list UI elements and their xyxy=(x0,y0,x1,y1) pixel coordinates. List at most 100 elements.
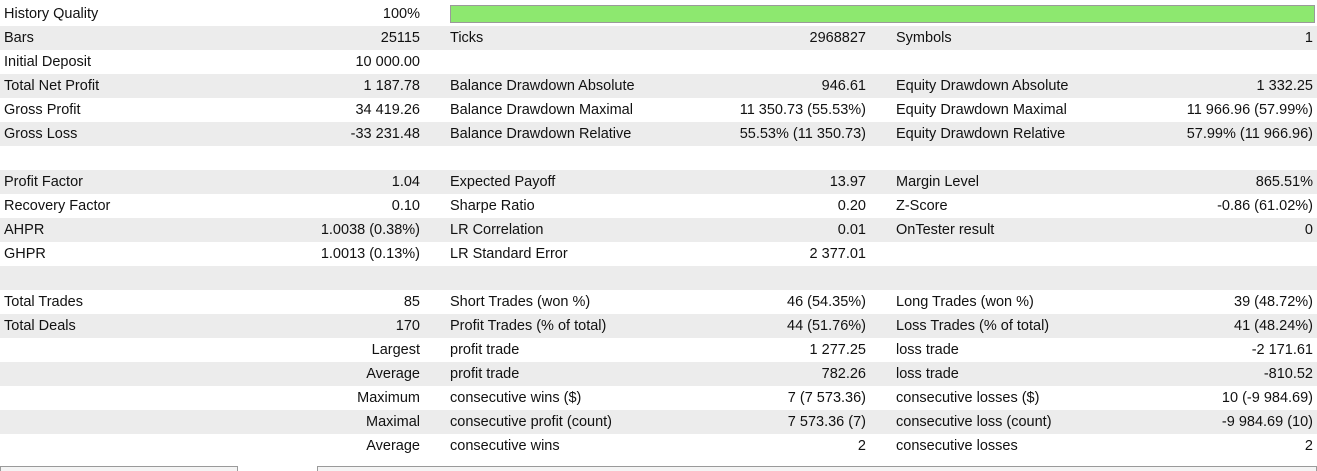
stat-label: Z-Score xyxy=(896,198,948,214)
stat-label: OnTester result xyxy=(896,222,995,238)
stat-group-label: Maximal xyxy=(366,414,420,430)
stat-value: 46 (54.35%) xyxy=(787,294,866,310)
stat-value: -33 231.48 xyxy=(350,126,420,142)
stat-label: Bars xyxy=(4,30,34,46)
history-quality-value: 100% xyxy=(382,6,420,22)
stat-label: Total Net Profit xyxy=(4,78,100,94)
stat-label: Loss Trades (% of total) xyxy=(896,318,1050,334)
stat-value: -2 171.61 xyxy=(1251,342,1313,358)
history-quality-bar xyxy=(422,2,1317,26)
stat-value: 85 xyxy=(403,294,420,310)
stat-value: 1 187.78 xyxy=(363,78,420,94)
stat-value: -0.86 (61.02%) xyxy=(1217,198,1313,214)
spacer-row xyxy=(0,266,1317,290)
history-quality-bar-fill xyxy=(451,6,1314,22)
stat-label xyxy=(0,386,200,410)
stat-value: 1 xyxy=(1304,30,1313,46)
stat-value: 0.01 xyxy=(837,222,866,238)
stat-value: 2968827 xyxy=(809,30,866,46)
stat-value xyxy=(644,50,868,74)
stat-label: Equity Drawdown Absolute xyxy=(896,78,1069,94)
stat-value: 39 (48.72%) xyxy=(1234,294,1313,310)
stat-label: Symbols xyxy=(896,30,952,46)
stat-label: LR Correlation xyxy=(450,222,544,238)
stat-label: Margin Level xyxy=(896,174,980,190)
stat-label xyxy=(0,338,200,362)
stats-row: Average profit trade 782.26 loss trade -810.… xyxy=(0,362,1317,386)
stat-value: 41 (48.24%) xyxy=(1234,318,1313,334)
stat-value: 57.99% (11 966.96) xyxy=(1186,126,1313,142)
stat-value: 7 (7 573.36) xyxy=(787,390,866,406)
stat-group-label: Average xyxy=(366,366,420,382)
stat-label: Equity Drawdown Relative xyxy=(896,126,1066,142)
stat-value: 0.10 xyxy=(391,198,420,214)
stat-value: 11 350.73 (55.53%) xyxy=(739,102,866,118)
stat-group-label: Largest xyxy=(371,342,420,358)
stat-value: 170 xyxy=(395,318,420,334)
stats-row: Bars 25115 Ticks 2968827 Symbols 1 xyxy=(0,26,1317,50)
stat-value: 7 573.36 (7) xyxy=(787,414,866,430)
stat-label xyxy=(0,362,200,386)
stats-row: Maximum consecutive wins ($) 7 (7 573.36) c… xyxy=(0,386,1317,410)
stats-row: Total Trades 85 Short Trades (won %) 46 (54… xyxy=(0,290,1317,314)
stat-value: 2 xyxy=(857,438,866,454)
stat-label: AHPR xyxy=(4,222,45,238)
stat-label: consecutive losses ($) xyxy=(896,390,1040,406)
stat-label: Ticks xyxy=(450,30,484,46)
stat-value: 55.53% (11 350.73) xyxy=(739,126,866,142)
stat-group-label: Maximum xyxy=(357,390,420,406)
spacer-row xyxy=(0,146,1317,170)
stat-label: Balance Drawdown Relative xyxy=(450,126,632,142)
stat-value: 44 (51.76%) xyxy=(787,318,866,334)
stat-label: Total Trades xyxy=(4,294,83,310)
stat-label xyxy=(868,242,1090,266)
stat-label: consecutive wins ($) xyxy=(450,390,582,406)
stats-row: Initial Deposit 10 000.00 xyxy=(0,50,1317,74)
stats-row: Total Net Profit 1 187.78 Balance Drawdown… xyxy=(0,74,1317,98)
stat-label: Equity Drawdown Maximal xyxy=(896,102,1067,118)
stat-label: profit trade xyxy=(450,342,520,358)
history-quality-label: History Quality xyxy=(4,6,99,22)
stat-value: 946.61 xyxy=(821,78,866,94)
stat-value: -810.52 xyxy=(1263,366,1313,382)
stats-row: Total Deals 170 Profit Trades (% of total)… xyxy=(0,314,1317,338)
stat-label: Long Trades (won %) xyxy=(896,294,1034,310)
stat-value: 10 (-9 984.69) xyxy=(1221,390,1313,406)
stats-row: GHPR 1.0013 (0.13%) LR Standard Error 2 377… xyxy=(0,242,1317,266)
stat-label: loss trade xyxy=(896,342,959,358)
backtest-report: History Quality 100% Bars 25115 Ticks 29688… xyxy=(0,2,1317,458)
stats-row: AHPR 1.0038 (0.38%) LR Correlation 0.01 OnTe… xyxy=(0,218,1317,242)
stat-value: 2 xyxy=(1304,438,1313,454)
stat-label: Expected Payoff xyxy=(450,174,556,190)
stat-value: 1.0038 (0.38%) xyxy=(320,222,420,238)
stat-label: consecutive losses xyxy=(896,438,1018,454)
stat-label: consecutive loss (count) xyxy=(896,414,1052,430)
stat-value xyxy=(1090,50,1317,74)
stat-value: 10 000.00 xyxy=(355,54,420,70)
stat-value: 2 377.01 xyxy=(809,246,866,262)
stats-row: Gross Profit 34 419.26 Balance Drawdown Ma… xyxy=(0,98,1317,122)
bottom-scrollbar-area xyxy=(0,466,1317,471)
stat-label xyxy=(422,50,644,74)
stat-value: 0 xyxy=(1304,222,1313,238)
stat-label: Initial Deposit xyxy=(4,54,92,70)
stat-label: loss trade xyxy=(896,366,959,382)
stats-table: Bars 25115 Ticks 2968827 Symbols 1 Initial Dep… xyxy=(0,26,1317,458)
stat-label xyxy=(0,434,200,458)
stat-value: 25115 xyxy=(380,30,420,46)
stats-row: Largest profit trade 1 277.25 loss trade -2 … xyxy=(0,338,1317,362)
stats-row: Gross Loss -33 231.48 Balance Drawdown Rel… xyxy=(0,122,1317,146)
scrollbar-segment-right[interactable] xyxy=(317,466,1317,471)
stats-row: Profit Factor 1.04 Expected Payoff 13.97 Mar… xyxy=(0,170,1317,194)
stat-label: LR Standard Error xyxy=(450,246,568,262)
stat-label xyxy=(0,410,200,434)
stat-label: Short Trades (won %) xyxy=(450,294,591,310)
scrollbar-segment-left[interactable] xyxy=(0,466,238,471)
stat-value: 1.0013 (0.13%) xyxy=(320,246,420,262)
stat-label: Recovery Factor xyxy=(4,198,111,214)
history-quality-row: History Quality 100% xyxy=(0,2,1317,26)
stat-label: Profit Trades (% of total) xyxy=(450,318,607,334)
stat-group-label: Average xyxy=(366,438,420,454)
stat-label xyxy=(868,50,1090,74)
stat-label: consecutive wins xyxy=(450,438,560,454)
